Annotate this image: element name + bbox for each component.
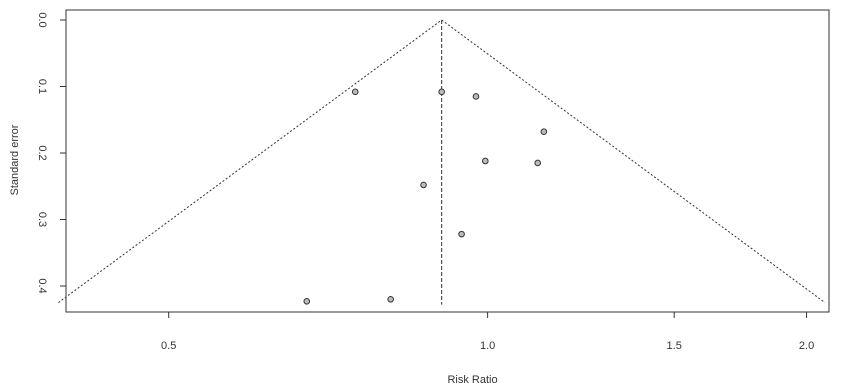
plot-frame — [65, 9, 830, 313]
funnel-right-boundary — [441, 19, 826, 304]
y-axis: 0.0 0.1 0.2 0.3 0.4 — [36, 12, 66, 294]
y-tick-label: 0.4 — [36, 278, 48, 293]
data-point — [534, 159, 541, 167]
x-tick-label: 2.0 — [799, 340, 814, 352]
x-axis: 0.5 1.0 1.5 2.0 — [161, 312, 814, 352]
data-point — [458, 230, 465, 238]
data-point — [420, 181, 427, 189]
data-point — [351, 88, 359, 96]
funnel-layer — [58, 19, 826, 305]
y-tick-label: 0.3 — [36, 212, 48, 227]
data-point — [482, 157, 489, 165]
data-point — [438, 88, 445, 96]
data-point — [472, 93, 480, 100]
funnel-left-boundary — [58, 19, 442, 304]
data-point — [387, 296, 394, 303]
x-axis-label: Risk Ratio — [447, 374, 497, 386]
data-point — [303, 297, 311, 305]
x-tick-label: 0.5 — [161, 340, 176, 352]
y-tick-label: 0.2 — [36, 145, 48, 160]
y-tick-label: 0.1 — [36, 79, 48, 94]
x-tick-label: 1.5 — [667, 340, 682, 352]
x-tick-label: 1.0 — [480, 340, 495, 352]
points-layer — [303, 88, 548, 305]
y-axis-label: Standard error — [9, 124, 21, 195]
data-point — [540, 128, 548, 136]
y-tick-label: 0.0 — [36, 12, 48, 27]
